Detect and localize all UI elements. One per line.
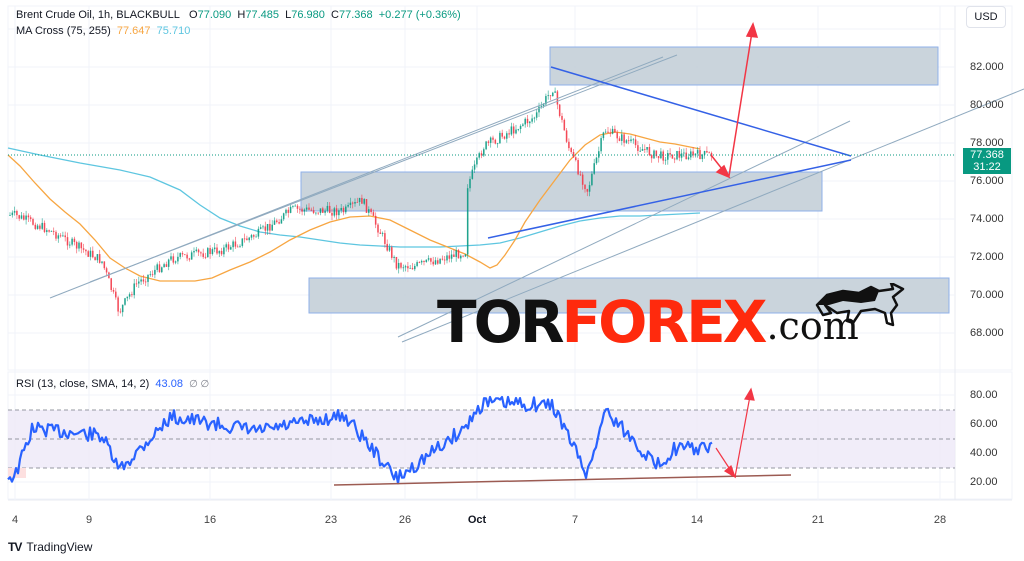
low-label: L [285, 9, 292, 21]
low-value: 76.980 [291, 9, 325, 21]
rsi-axis-label: 20.00 [970, 476, 998, 488]
rsi-axis-label: 40.00 [970, 447, 998, 459]
price-axis-label: 74.000 [970, 213, 1004, 225]
rsi-extra-icons: ∅ ∅ [189, 379, 210, 390]
watermark-forex: FOREX [561, 288, 768, 356]
time-axis-label: 14 [690, 514, 704, 526]
time-axis-label: 28 [933, 514, 947, 526]
tradingview-mark-icon: TV [8, 540, 22, 554]
price-axis-label: 80.000 [970, 99, 1004, 111]
symbol-legend[interactable]: Brent Crude Oil, 1h, BLACKBULL O77.090 H… [16, 9, 461, 21]
close-label: C [331, 9, 339, 21]
time-axis-label: Oct [467, 514, 487, 526]
time-axis-label: 9 [85, 514, 93, 526]
ma-legend[interactable]: MA Cross (75, 255) 77.647 75.710 [16, 25, 190, 37]
rsi-forecast-arrows [715, 387, 755, 479]
current-price-tag: 77.368 31:22 [963, 148, 1011, 174]
rsi-label: RSI (13, close, SMA, 14, 2) [16, 378, 150, 390]
torforex-watermark: TOR FOREX .com [437, 283, 905, 356]
triangle-top-line [550, 66, 852, 157]
rsi-legend[interactable]: RSI (13, close, SMA, 14, 2) 43.08 ∅ ∅ [16, 378, 209, 390]
watermark-tor: TOR [437, 288, 565, 356]
current-price: 77.368 [970, 149, 1004, 161]
time-axis-label: 4 [11, 514, 19, 526]
rsi-axis-label: 60.00 [970, 418, 998, 430]
ma-slow-value: 75.710 [156, 25, 191, 37]
currency-button[interactable]: USD [966, 6, 1006, 28]
time-axis-label: 26 [398, 514, 412, 526]
zone-middle [300, 171, 823, 212]
ma-fast-line [7, 131, 701, 282]
bar-countdown: 31:22 [973, 161, 1001, 173]
price-axis-label: 70.000 [970, 289, 1004, 301]
price-axis-label: 82.000 [970, 61, 1004, 73]
candlesticks [9, 87, 713, 317]
open-value: 77.090 [197, 9, 232, 21]
rsi-support-line [333, 474, 792, 486]
close-value: 77.368 [338, 9, 373, 21]
channel-lines [49, 54, 1024, 343]
ma-slow-line [7, 147, 701, 248]
ma-fast-value: 77.647 [116, 25, 151, 37]
time-axis-label: 16 [203, 514, 217, 526]
rsi-axis-label: 80.00 [970, 389, 998, 401]
triangle-bottom-line [487, 159, 852, 239]
high-label: H [237, 9, 246, 21]
tradingview-logo[interactable]: TV TradingView [8, 540, 92, 554]
tradingview-text: TradingView [26, 540, 93, 554]
price-axis-label: 76.000 [970, 175, 1004, 187]
time-axis-label: 7 [571, 514, 579, 526]
time-axis-label: 21 [811, 514, 825, 526]
open-label: O [189, 9, 198, 21]
symbol-title: Brent Crude Oil, 1h, BLACKBULL [16, 9, 180, 21]
change-value: +0.277 (+0.36%) [378, 9, 461, 21]
high-value: 77.485 [245, 9, 279, 21]
time-axis-label: 23 [324, 514, 338, 526]
price-axis-label: 72.000 [970, 251, 1004, 263]
price-axis-label: 68.000 [970, 327, 1004, 339]
rsi-value: 43.08 [155, 378, 183, 390]
forecast-arrows [710, 21, 759, 179]
price-axis-label: 78.000 [970, 137, 1004, 149]
ma-label: MA Cross (75, 255) [16, 25, 111, 37]
bull-icon [815, 283, 905, 327]
rsi-line [7, 395, 713, 485]
